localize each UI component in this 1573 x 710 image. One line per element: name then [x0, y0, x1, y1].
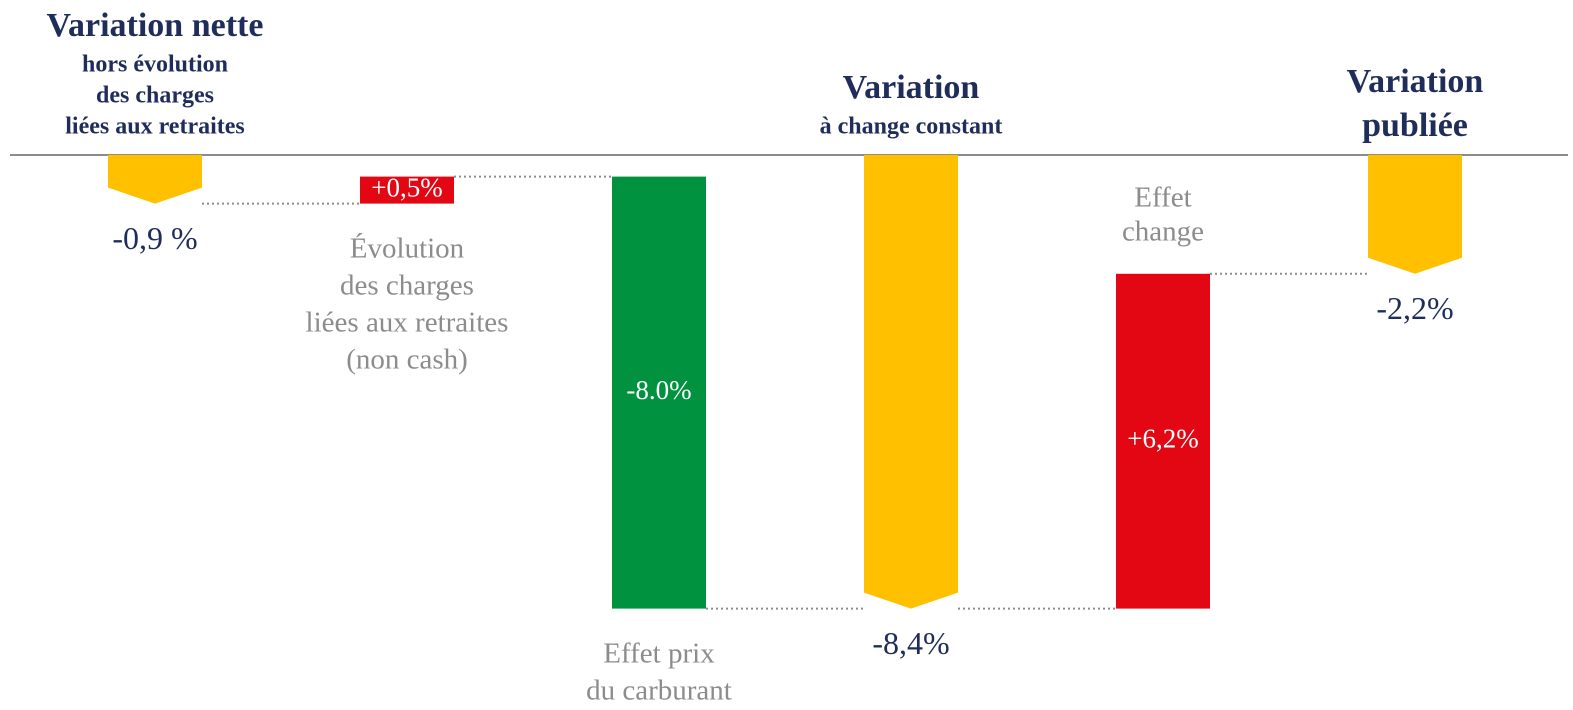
delta-bar: [612, 176, 706, 609]
category-label: Effet prix: [603, 637, 715, 669]
value-label: -8,4%: [872, 625, 949, 661]
category-subtitle: liées aux retraites: [65, 114, 245, 140]
category-label: du carburant: [586, 674, 732, 706]
value-label: +0,5%: [371, 172, 442, 202]
category-title: Variation: [843, 69, 980, 106]
total-bar: [1368, 155, 1462, 274]
value-label: -2,2%: [1376, 290, 1453, 326]
category-label: des charges: [340, 269, 474, 301]
total-bar: [864, 155, 958, 609]
value-label: -0,9 %: [112, 220, 197, 256]
category-label: change: [1122, 215, 1204, 247]
category-title: Variation: [1347, 63, 1484, 100]
category-label: Effet: [1134, 181, 1191, 213]
delta-bar: [360, 176, 454, 204]
category-subtitle: des charges: [96, 83, 214, 109]
category-label: (non cash): [346, 343, 468, 375]
delta-bar: [1116, 273, 1210, 609]
category-label: liées aux retraites: [306, 306, 509, 338]
category-subtitle: à change constant: [820, 114, 1003, 140]
value-label: -8.0%: [626, 375, 691, 405]
value-label: +6,2%: [1127, 423, 1198, 453]
total-bar: [108, 155, 202, 204]
category-title: Variation nette: [47, 7, 264, 44]
category-label: Évolution: [350, 231, 465, 264]
category-subtitle: hors évolution: [82, 52, 228, 78]
category-title: publiée: [1362, 107, 1468, 144]
